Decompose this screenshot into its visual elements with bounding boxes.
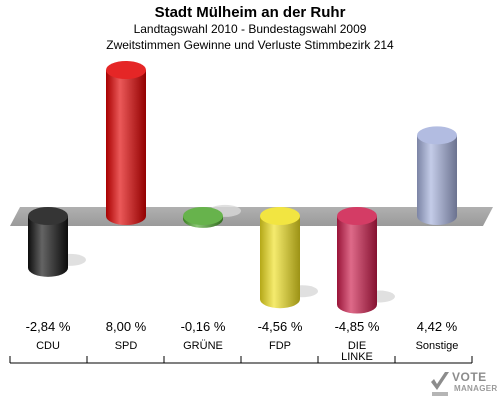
checkmark-icon [431,372,449,396]
bar-gr-ne [183,207,223,228]
bar-bottom-cap-die-linke [337,295,377,314]
bar-bottom-cap-spd [106,207,146,225]
chart-subtitle-district: Zweitstimmen Gewinne und Verluste Stimmb… [106,38,394,52]
value-label-sonstige: 4,42 % [417,319,458,334]
category-label-sonstige: Sonstige [416,340,459,352]
value-label-fdp: -4,56 % [258,319,303,334]
bar-bottom-cap-cdu [28,258,68,277]
category-label-fdp: FDP [269,340,291,352]
category-label-cdu: CDU [36,340,60,352]
bar-top-cap-fdp [260,207,300,225]
logo-text-manager: MANAGER [454,384,498,393]
value-label-die-linke: -4,85 % [335,319,380,334]
category-label-gr-ne: GRÜNE [183,340,223,352]
bar-bottom-cap-fdp [260,290,300,309]
bar-sonstige [417,126,457,225]
bar-bottom-cap-sonstige [417,207,457,225]
bar-top-cap-die-linke [337,207,377,225]
value-label-gr-ne: -0,16 % [181,319,226,334]
bar-top-cap-cdu [28,207,68,225]
category-label-spd: SPD [115,340,138,352]
value-label-spd: 8,00 % [106,319,147,334]
bar-body-fdp [260,216,300,300]
value-label-cdu: -2,84 % [26,319,71,334]
votemanager-logo: VOTE MANAGER [428,368,500,400]
chart-subtitle-election: Landtagswahl 2010 - Bundestagswahl 2009 [133,22,367,36]
bar-body-sonstige [417,135,457,216]
chart-title: Stadt Mülheim an der Ruhr [154,4,346,21]
bar-fdp [260,207,300,309]
logo-text-vote: VOTE [452,370,487,384]
bar-top-cap-sonstige [417,126,457,145]
bar-cdu [28,207,68,277]
bar-body-die-linke [337,216,377,305]
category-label-die-linke-line1: DIE [348,340,366,352]
bar-die-linke [337,207,377,314]
bar-top-cap-gr-ne [183,207,223,225]
bar-spd [106,61,146,225]
bar-body-spd [106,70,146,216]
bar-top-cap-spd [106,61,146,79]
category-label-die-linke-line2: LINKE [341,351,373,363]
